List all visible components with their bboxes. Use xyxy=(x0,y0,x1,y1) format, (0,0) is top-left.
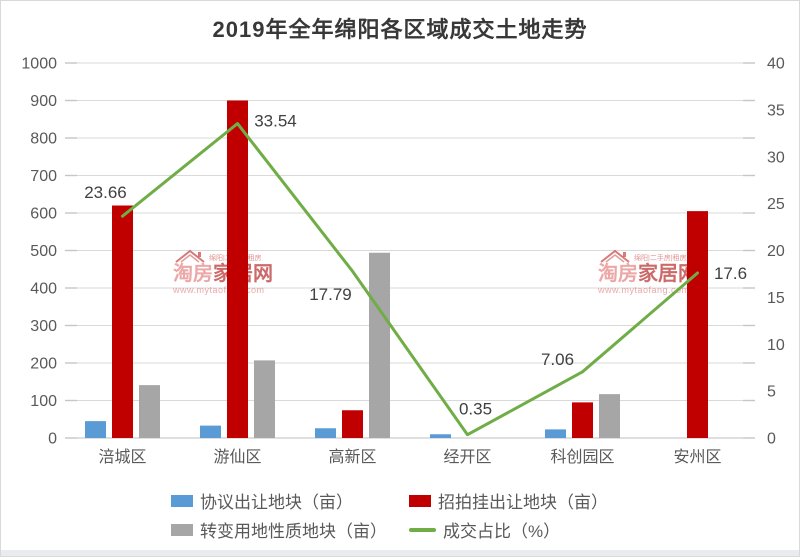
legend-item-agreement: 协议出让地块（亩） xyxy=(171,488,409,513)
legend-label: 协议出让地块（亩） xyxy=(200,493,353,512)
right-axis-tick-label: 30 xyxy=(767,149,785,166)
line-data-label: 7.06 xyxy=(541,350,574,369)
left-axis-tick-label: 200 xyxy=(30,356,57,373)
bar xyxy=(227,100,248,438)
bar xyxy=(430,434,451,438)
x-axis-category-label: 涪城区 xyxy=(98,448,146,466)
legend-swatch-blue xyxy=(171,494,193,507)
bar xyxy=(315,428,336,438)
bar xyxy=(599,394,620,438)
line-data-label: 0.35 xyxy=(459,400,492,419)
watermark: 绵阳|二手房|租房 淘房家居网 www.mytaofang.com xyxy=(598,248,718,295)
legend-item-converted: 转变用地性质地块（亩） xyxy=(171,517,409,542)
legend-row: 转变用地性质地块（亩） 成交占比（%） xyxy=(171,515,608,544)
right-axis-tick-label: 5 xyxy=(767,384,776,401)
right-axis-tick-label: 40 xyxy=(767,56,785,73)
left-axis-tick-label: 0 xyxy=(48,431,57,448)
left-axis-tick-label: 400 xyxy=(30,281,57,298)
left-axis-tick-label: 1000 xyxy=(21,56,57,73)
right-axis-tick-label: 15 xyxy=(767,290,785,307)
chart-title: 2019年全年绵阳各区域成交土地走势 xyxy=(212,17,588,42)
trend-line xyxy=(121,122,699,437)
watermark-url: www.mytaofang.com xyxy=(598,285,690,295)
x-axis-category-label: 科创园区 xyxy=(550,448,614,466)
bar xyxy=(545,429,566,438)
x-axis-category-label: 高新区 xyxy=(328,448,376,466)
line-data-label: 33.54 xyxy=(254,112,297,131)
x-axis-category-label: 安州区 xyxy=(673,448,721,466)
right-axis-tick-label: 20 xyxy=(767,243,785,260)
left-axis-tick-label: 100 xyxy=(30,393,57,410)
legend-label: 招拍挂出让地块（亩） xyxy=(438,493,608,512)
legend-swatch-green-line xyxy=(409,527,436,532)
left-axis-tick-label: 900 xyxy=(30,93,57,110)
bar xyxy=(139,385,160,438)
watermark-site-name: 淘房家居网 xyxy=(598,263,698,285)
x-axis-category-label: 经开区 xyxy=(443,448,491,466)
line-data-label: 23.66 xyxy=(84,183,127,202)
bar xyxy=(572,402,593,438)
watermark-roof-icon xyxy=(175,249,205,263)
bottom-strip xyxy=(1,550,799,556)
x-axis-category-label: 游仙区 xyxy=(213,448,261,466)
bar xyxy=(85,421,106,438)
legend-label: 成交占比（%） xyxy=(443,522,561,541)
watermark-url: www.mytaofang.com xyxy=(173,285,265,295)
bar xyxy=(687,211,708,438)
left-axis-tick-label: 500 xyxy=(30,243,57,260)
legend-label: 转变用地性质地块（亩） xyxy=(200,522,387,541)
line-data-label: 17.6 xyxy=(714,264,747,283)
legend-item-ratio: 成交占比（%） xyxy=(409,517,560,542)
bar xyxy=(342,410,363,438)
legend-item-auction: 招拍挂出让地块（亩） xyxy=(409,488,608,513)
legend: 协议出让地块（亩） 招拍挂出让地块（亩） 转变用地性质地块（亩） 成交占比（%） xyxy=(171,486,608,544)
left-axis-tick-label: 800 xyxy=(30,131,57,148)
bar xyxy=(200,425,221,438)
left-axis-tick-label: 300 xyxy=(30,318,57,335)
left-axis-tick-label: 700 xyxy=(30,168,57,185)
right-axis-tick-label: 10 xyxy=(767,337,785,354)
left-axis-tick-label: 600 xyxy=(30,206,57,223)
right-axis-tick-label: 25 xyxy=(767,196,785,213)
watermark-tagline: 绵阳|二手房|租房 xyxy=(634,255,687,262)
bar xyxy=(112,205,133,438)
right-axis-tick-label: 0 xyxy=(767,431,776,448)
watermark-roof-icon xyxy=(600,249,630,263)
bar xyxy=(254,360,275,438)
legend-swatch-gray xyxy=(171,523,193,536)
right-axis-tick-label: 35 xyxy=(767,102,785,119)
line-data-label: 17.79 xyxy=(309,285,352,304)
legend-swatch-red xyxy=(409,494,431,507)
bar xyxy=(369,252,390,438)
legend-row: 协议出让地块（亩） 招拍挂出让地块（亩） xyxy=(171,486,608,515)
